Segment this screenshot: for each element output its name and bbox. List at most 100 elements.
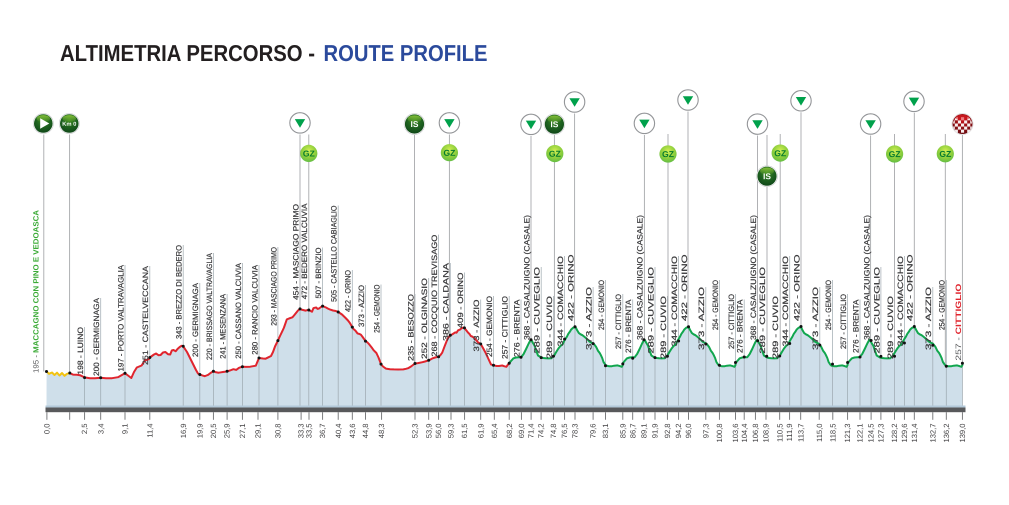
svg-text:110,5: 110,5	[775, 424, 784, 442]
svg-text:44,8: 44,8	[361, 424, 370, 439]
svg-text:195 - MACCAGNO CON PINO E VEDO: 195 - MACCAGNO CON PINO E VEDOASCA	[32, 209, 41, 373]
svg-text:43,6: 43,6	[348, 424, 357, 439]
svg-text:198 - LUINO: 198 - LUINO	[76, 327, 85, 375]
svg-text:276 - BRENTA: 276 - BRENTA	[512, 299, 521, 358]
svg-text:ROUTE PROFILE: ROUTE PROFILE	[324, 40, 488, 66]
svg-text:128,2: 128,2	[890, 424, 899, 443]
svg-text:89,1: 89,1	[640, 424, 649, 439]
svg-text:197 - PORTO VALTRAVAGLIA: 197 - PORTO VALTRAVAGLIA	[116, 264, 125, 371]
svg-text:20,5: 20,5	[209, 424, 218, 439]
svg-text:368 - CASALZUIGNO (CASALE): 368 - CASALZUIGNO (CASALE)	[635, 215, 644, 340]
svg-text:257 - CITTIGLIO: 257 - CITTIGLIO	[954, 284, 963, 361]
svg-text:48,3: 48,3	[377, 424, 386, 439]
svg-text:373 - AZZIO: 373 - AZZIO	[357, 285, 366, 327]
svg-text:27,1: 27,1	[238, 424, 247, 439]
svg-text:113,7: 113,7	[796, 424, 805, 442]
svg-text:121,3: 121,3	[843, 424, 852, 443]
svg-text:94,2: 94,2	[674, 424, 683, 439]
svg-text:257 - CITTIGLIO: 257 - CITTIGLIO	[501, 296, 510, 359]
svg-text:61,9: 61,9	[476, 424, 485, 439]
svg-text:276 - BRENTA: 276 - BRENTA	[624, 299, 633, 353]
svg-text:257 - CITTIGLIO: 257 - CITTIGLIO	[839, 294, 848, 349]
svg-text:65,4: 65,4	[490, 424, 499, 439]
svg-text:241 - MESENZANA: 241 - MESENZANA	[219, 293, 228, 358]
svg-text:276 - BRENTA: 276 - BRENTA	[851, 299, 860, 353]
svg-text:56,0: 56,0	[434, 424, 443, 439]
svg-text:100,8: 100,8	[715, 424, 724, 443]
svg-text:139,0: 139,0	[958, 424, 967, 443]
svg-text:86,7: 86,7	[628, 424, 637, 439]
svg-text:220 - BRISSAGO VALTRAVAGLIA: 220 - BRISSAGO VALTRAVAGLIA	[205, 252, 214, 360]
svg-text:2,5: 2,5	[80, 424, 89, 435]
svg-text:76,5: 76,5	[560, 424, 569, 439]
svg-text:16,9: 16,9	[179, 424, 188, 439]
svg-text:250 - CASSANO VALCUVIA: 250 - CASSANO VALCUVIA	[234, 262, 243, 358]
svg-text:289 - CUVIO: 289 - CUVIO	[659, 296, 668, 359]
svg-text:111,9: 111,9	[785, 424, 794, 442]
svg-text:200 - GERMIGNAGA: 200 - GERMIGNAGA	[191, 282, 200, 357]
svg-text:289 - CUVEGLIO: 289 - CUVEGLIO	[533, 267, 542, 354]
svg-text:276 - BRENTA: 276 - BRENTA	[736, 299, 745, 353]
svg-text:235 - BESOZZO: 235 - BESOZZO	[406, 294, 415, 361]
svg-text:254 - GEMONIO: 254 - GEMONIO	[485, 296, 494, 357]
svg-text:52,3: 52,3	[411, 424, 420, 439]
svg-text:373 - AZZIO: 373 - AZZIO	[924, 287, 933, 350]
svg-text:97,3: 97,3	[701, 424, 710, 439]
svg-text:344 - COMACCHIO: 344 - COMACCHIO	[781, 256, 790, 346]
svg-text:289 - CUVEGLIO: 289 - CUVEGLIO	[646, 267, 655, 354]
svg-text:368 - CASALZUIGNO (CASALE): 368 - CASALZUIGNO (CASALE)	[749, 215, 758, 340]
svg-text:257 - CITTIGLIO: 257 - CITTIGLIO	[727, 294, 736, 349]
svg-text:106,8: 106,8	[751, 424, 760, 443]
svg-text:29,1: 29,1	[254, 424, 263, 439]
svg-text:373 - AZZIO: 373 - AZZIO	[811, 287, 820, 350]
svg-text:344 - COMACCHIO: 344 - COMACCHIO	[896, 256, 905, 346]
svg-text:254 - GEMONIO: 254 - GEMONIO	[372, 285, 381, 333]
svg-text:343 - BREZZO DI BEDERO: 343 - BREZZO DI BEDERO	[175, 245, 184, 339]
svg-text:254 - GEMONIO: 254 - GEMONIO	[824, 280, 833, 330]
svg-text:344 - COMACCHIO: 344 - COMACCHIO	[670, 256, 679, 346]
svg-text:40,4: 40,4	[334, 424, 343, 439]
svg-text:69,0: 69,0	[517, 424, 526, 439]
svg-text:368 - CASALZUIGNO (CASALE): 368 - CASALZUIGNO (CASALE)	[522, 215, 531, 340]
svg-text:85,9: 85,9	[618, 424, 627, 439]
svg-text:59,3: 59,3	[447, 424, 456, 439]
svg-text:83,1: 83,1	[601, 424, 610, 439]
svg-text:0,0: 0,0	[43, 424, 52, 435]
svg-text:422 - ORINO: 422 - ORINO	[906, 255, 915, 322]
svg-text:11,4: 11,4	[145, 424, 154, 438]
svg-text:422 - ORINO: 422 - ORINO	[792, 255, 801, 322]
svg-text:254 - GEMONIO: 254 - GEMONIO	[938, 280, 947, 330]
svg-text:115,0: 115,0	[815, 424, 824, 442]
svg-text:251 - CASTELVECCANA: 251 - CASTELVECCANA	[141, 265, 150, 365]
svg-text:289 - CUVIO: 289 - CUVIO	[545, 296, 554, 359]
svg-text:200 - GERMIGNAGA: 200 - GERMIGNAGA	[92, 297, 101, 376]
svg-text:132,7: 132,7	[928, 424, 937, 443]
svg-text:36,7: 36,7	[318, 424, 327, 439]
svg-text:136,2: 136,2	[942, 424, 951, 443]
svg-text:252 - OLGINASIO: 252 - OLGINASIO	[420, 278, 429, 359]
svg-text:505 - CASTELLO CABIAGLIO: 505 - CASTELLO CABIAGLIO	[330, 206, 339, 302]
svg-text:254 - GEMONIO: 254 - GEMONIO	[711, 280, 720, 330]
svg-text:103,6: 103,6	[731, 424, 740, 443]
svg-text:19,9: 19,9	[195, 424, 204, 439]
svg-text:53,9: 53,9	[424, 424, 433, 439]
svg-text:9,1: 9,1	[121, 424, 130, 435]
svg-text:127,3: 127,3	[877, 424, 886, 443]
svg-text:3,4: 3,4	[96, 424, 105, 435]
svg-text:289 - CUVIO: 289 - CUVIO	[771, 296, 780, 359]
svg-text:373 - AZZIO: 373 - AZZIO	[585, 287, 594, 350]
svg-text:386 - CALDANA: 386 - CALDANA	[442, 262, 451, 341]
svg-text:118,5: 118,5	[828, 424, 837, 442]
svg-text:289 - CUVIO: 289 - CUVIO	[886, 296, 895, 359]
svg-text:79,6: 79,6	[589, 424, 598, 439]
svg-text:257 - CITTIGLIO: 257 - CITTIGLIO	[614, 294, 623, 349]
svg-text:289 - CUVEGLIO: 289 - CUVEGLIO	[758, 267, 767, 354]
svg-text:422 - ORINO: 422 - ORINO	[344, 270, 353, 312]
svg-text:280 - RANCIO VALCUVIA: 280 - RANCIO VALCUVIA	[250, 264, 259, 354]
svg-text:92,8: 92,8	[663, 424, 672, 439]
svg-text:507 - BRINZIO: 507 - BRINZIO	[314, 248, 323, 299]
svg-text:422 - ORINO: 422 - ORINO	[566, 255, 575, 322]
svg-text:293 - MASCIAGO PRIMO: 293 - MASCIAGO PRIMO	[269, 247, 278, 326]
svg-text:108,9: 108,9	[762, 424, 771, 443]
svg-text:33,3: 33,3	[297, 424, 306, 439]
